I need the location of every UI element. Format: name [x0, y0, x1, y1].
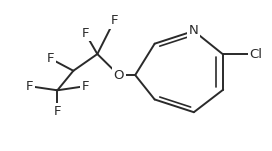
Text: Cl: Cl: [249, 48, 262, 61]
Text: F: F: [82, 27, 89, 40]
Text: F: F: [47, 52, 54, 65]
Text: F: F: [110, 14, 118, 27]
Text: N: N: [189, 24, 199, 37]
Text: F: F: [82, 80, 89, 93]
Text: O: O: [113, 69, 124, 82]
Text: F: F: [54, 104, 61, 117]
Text: F: F: [26, 80, 33, 93]
